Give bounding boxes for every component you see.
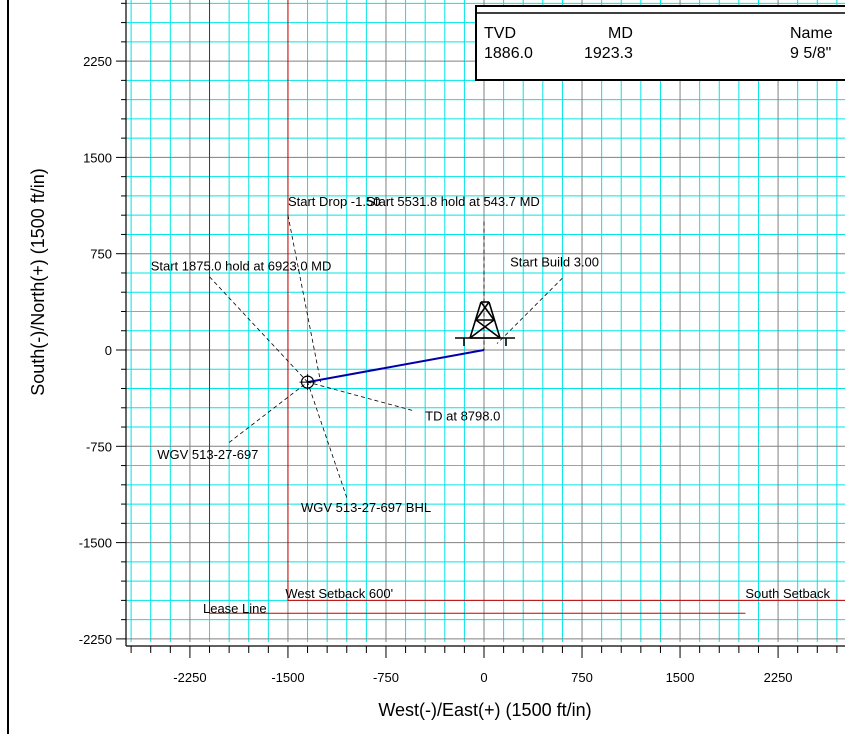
casing-table: TVD MD Name 1886.0 1923.3 9 5/8": [475, 5, 845, 81]
table-value-tvd: 1886.0: [484, 45, 533, 62]
y-tick-label: 1500: [83, 150, 112, 165]
boundary-line: [287, 0, 845, 601]
annotation-label: Start Drop -1.50: [288, 194, 381, 209]
annotation-leader: [307, 381, 413, 411]
rig-icon: [455, 301, 515, 346]
table-value-name: 9 5/8": [790, 45, 831, 62]
casing-table-border: [475, 5, 845, 81]
annotation-label: Lease Line: [203, 601, 267, 616]
x-axis-title: West(-)/East(+) (1500 ft/in): [378, 700, 591, 720]
annotation-leaders: [209, 215, 563, 498]
annotation-label: TD at 8798.0: [425, 409, 500, 424]
x-tick-label: -1500: [271, 670, 304, 685]
x-tick-label: 0: [480, 670, 487, 685]
y-tick-label: -2250: [79, 632, 112, 647]
annotation-label: WGV 513-27-697 BHL: [301, 500, 431, 515]
y-tick-label: -750: [86, 439, 112, 454]
annotation-label: West Setback 600': [285, 586, 393, 601]
table-header-tvd: TVD: [484, 25, 516, 42]
y-tick-label: 0: [105, 343, 112, 358]
annotation-label: Start 5531.8 hold at 543.7 MD: [366, 194, 539, 209]
minor-grid: [126, 0, 845, 642]
annotation-leader: [228, 381, 308, 443]
x-tick-label: 1500: [666, 670, 695, 685]
rig-stroke: [469, 301, 482, 339]
annotation-leader: [496, 277, 563, 344]
annotation-leader: [209, 276, 308, 383]
annotation-label: Start 1875.0 hold at 6923.0 MD: [151, 258, 332, 273]
table-header-md: MD: [608, 25, 633, 42]
annotation-label: South Setback: [745, 586, 830, 601]
table-header-name: Name: [790, 25, 833, 42]
y-tick-label: 750: [90, 247, 112, 262]
rig-stroke: [480, 301, 495, 321]
lease-and-setback-lines: [209, 0, 845, 614]
y-axis-title: South(-)/North(+) (1500 ft/in): [28, 168, 48, 396]
rig-stroke: [475, 319, 501, 339]
rig-stroke: [469, 319, 495, 339]
x-tick-label: 2250: [764, 670, 793, 685]
wellpath: [307, 349, 485, 384]
axes: 2250 1500 750 0 -750 -1500 -2250 -2250 -1500 -750…: [79, 0, 845, 685]
y-tick-label: -1500: [79, 536, 112, 551]
rig-stroke: [488, 301, 501, 339]
annotation-leader: [307, 381, 348, 498]
y-tick-label: 2250: [83, 54, 112, 69]
target-icon: [299, 374, 316, 391]
rig-stroke: [475, 301, 490, 321]
major-grid: [126, 0, 845, 642]
x-tick-label: -750: [373, 670, 399, 685]
wellpath-line: [307, 349, 485, 384]
boundary-line: [209, 0, 746, 614]
annotation-label: Start Build 3.00: [510, 255, 599, 270]
annotation-leader: [287, 215, 322, 383]
annotation-label: WGV 513-27-697: [157, 447, 258, 462]
x-tick-label: -2250: [173, 670, 206, 685]
x-tick-label: 750: [571, 670, 593, 685]
table-value-md: 1923.3: [584, 45, 633, 62]
